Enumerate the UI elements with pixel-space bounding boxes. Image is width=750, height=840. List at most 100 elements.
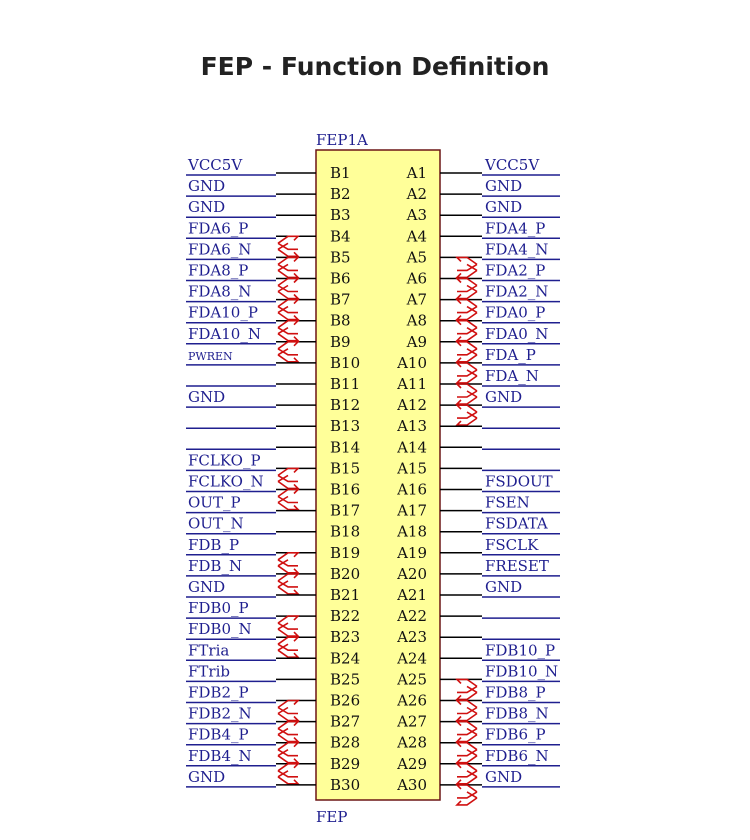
net-label-right: GND bbox=[485, 578, 522, 596]
pin-number-a: A18 bbox=[396, 523, 427, 541]
net-label-left: FDA6_N bbox=[188, 240, 251, 258]
pin-number-a: A25 bbox=[396, 670, 427, 688]
net-label-left: GND bbox=[188, 198, 225, 216]
pin-number-a: A24 bbox=[396, 649, 427, 667]
pin-number-b: B3 bbox=[330, 206, 351, 224]
pin-number-a: A11 bbox=[396, 375, 427, 393]
pin-number-b: B17 bbox=[330, 502, 360, 520]
net-label-right: FDA_P bbox=[485, 346, 536, 364]
right-diff-pair-symbol bbox=[455, 784, 478, 806]
pin-number-a: A26 bbox=[396, 692, 427, 710]
net-label-right: FDA4_P bbox=[485, 219, 545, 237]
pin-number-a: A12 bbox=[396, 396, 427, 414]
net-label-left: FDB_P bbox=[188, 536, 239, 554]
net-label-left: FDB4_P bbox=[188, 726, 249, 744]
left-diff-pair-symbol bbox=[277, 488, 300, 511]
pin-number-b: B18 bbox=[330, 523, 360, 541]
pin-number-b: B12 bbox=[330, 396, 360, 414]
component-name: FEP bbox=[316, 808, 347, 826]
net-label-right: FDB10_P bbox=[485, 641, 555, 659]
net-label-right: FDA4_N bbox=[485, 240, 548, 258]
pin-number-b: B5 bbox=[330, 248, 351, 266]
left-diff-pair-symbol bbox=[277, 573, 300, 595]
pin-number-a: A15 bbox=[396, 459, 427, 477]
pin-number-a: A13 bbox=[396, 417, 427, 435]
pin-number-b: B25 bbox=[330, 670, 360, 688]
right-diff-pair-symbol bbox=[455, 699, 478, 722]
net-label-left: FDB2_P bbox=[188, 684, 249, 702]
net-label-right: FSDOUT bbox=[485, 473, 553, 491]
pin-number-b: B30 bbox=[330, 776, 360, 794]
pin-number-a: A20 bbox=[396, 565, 427, 583]
net-label-left: GND bbox=[188, 768, 225, 786]
net-label-left: FCLKO_N bbox=[188, 473, 264, 491]
pin-number-b: B28 bbox=[330, 734, 360, 752]
net-label-left: OUT_P bbox=[188, 494, 241, 512]
pin-number-b: B1 bbox=[330, 164, 351, 182]
pin-number-a: A9 bbox=[406, 333, 427, 351]
pin-number-b: B22 bbox=[330, 607, 360, 625]
pin-number-a: A8 bbox=[406, 312, 427, 330]
net-label-left: FCLKO_P bbox=[188, 451, 261, 469]
right-diff-pair-symbol bbox=[455, 298, 478, 321]
net-label-left: FDB2_N bbox=[188, 705, 252, 723]
pin-number-a: A19 bbox=[396, 544, 427, 562]
pin-number-b: B15 bbox=[330, 459, 360, 477]
net-label-left: FTrib bbox=[188, 662, 230, 680]
pin-number-a: A29 bbox=[396, 755, 427, 773]
pin-number-a: A4 bbox=[406, 227, 427, 245]
pin-number-b: B11 bbox=[330, 375, 360, 393]
right-diff-pair-symbol bbox=[455, 277, 478, 300]
pin-number-a: A16 bbox=[396, 481, 427, 499]
pin-number-a: A10 bbox=[396, 354, 427, 372]
pin-number-b: B24 bbox=[330, 649, 360, 667]
net-label-right: FDA0_P bbox=[485, 304, 545, 322]
net-label-left: GND bbox=[188, 388, 225, 406]
net-label-right: FDB8_N bbox=[485, 705, 549, 723]
pin-number-a: A17 bbox=[396, 502, 427, 520]
pin-number-a: A27 bbox=[396, 713, 427, 731]
pin-number-b: B23 bbox=[330, 628, 360, 646]
component-ref: FEP1A bbox=[316, 131, 368, 149]
pin-number-b: B26 bbox=[330, 692, 360, 710]
left-diff-pair-symbol bbox=[277, 615, 300, 637]
pin-number-b: B10 bbox=[330, 354, 360, 372]
right-diff-pair-symbol bbox=[455, 720, 478, 743]
pin-number-a: A21 bbox=[396, 586, 427, 604]
net-label-right: FSDATA bbox=[485, 515, 548, 533]
left-diff-pair-symbol bbox=[277, 741, 300, 764]
net-label-left: VCC5V bbox=[187, 156, 243, 174]
left-diff-pair-symbol bbox=[277, 720, 300, 743]
left-diff-pair-symbol bbox=[277, 636, 300, 658]
pin-number-a: A30 bbox=[396, 776, 427, 794]
right-diff-pair-symbol bbox=[455, 362, 478, 384]
connector-body bbox=[315, 149, 441, 801]
right-diff-pair-symbol bbox=[455, 404, 478, 426]
left-diff-pair-symbol bbox=[277, 256, 300, 279]
pin-number-a: A3 bbox=[406, 206, 427, 224]
left-diff-pair-symbol bbox=[277, 319, 300, 342]
net-label-right: FDA2_P bbox=[485, 262, 545, 280]
left-diff-pair-symbol bbox=[277, 235, 300, 258]
right-diff-pair-symbol bbox=[455, 341, 478, 363]
pin-number-b: B8 bbox=[330, 312, 351, 330]
page-title: FEP - Function Definition bbox=[200, 52, 550, 81]
left-diff-pair-symbol bbox=[277, 552, 300, 574]
net-label-left: GND bbox=[188, 177, 225, 195]
net-label-left: FDB0_N bbox=[188, 620, 252, 638]
net-label-right: FRESET bbox=[485, 557, 549, 575]
net-label-left: FDA10_N bbox=[188, 325, 261, 343]
pin-number-b: B14 bbox=[330, 438, 360, 456]
net-label-right: FDB6_N bbox=[485, 747, 549, 765]
net-label-left: FDB0_P bbox=[188, 599, 249, 617]
pin-number-b: B27 bbox=[330, 713, 360, 731]
right-diff-pair-symbol bbox=[455, 319, 478, 342]
pin-number-b: B2 bbox=[330, 185, 351, 203]
net-label-left: GND bbox=[188, 578, 225, 596]
net-label-right: FDA0_N bbox=[485, 325, 548, 343]
left-diff-pair-symbol bbox=[277, 467, 300, 490]
pin-number-a: A1 bbox=[406, 164, 427, 182]
net-label-left: FDA8_N bbox=[188, 283, 251, 301]
left-diff-pair-symbol bbox=[277, 763, 300, 785]
net-label-left: FDB4_N bbox=[188, 747, 252, 765]
